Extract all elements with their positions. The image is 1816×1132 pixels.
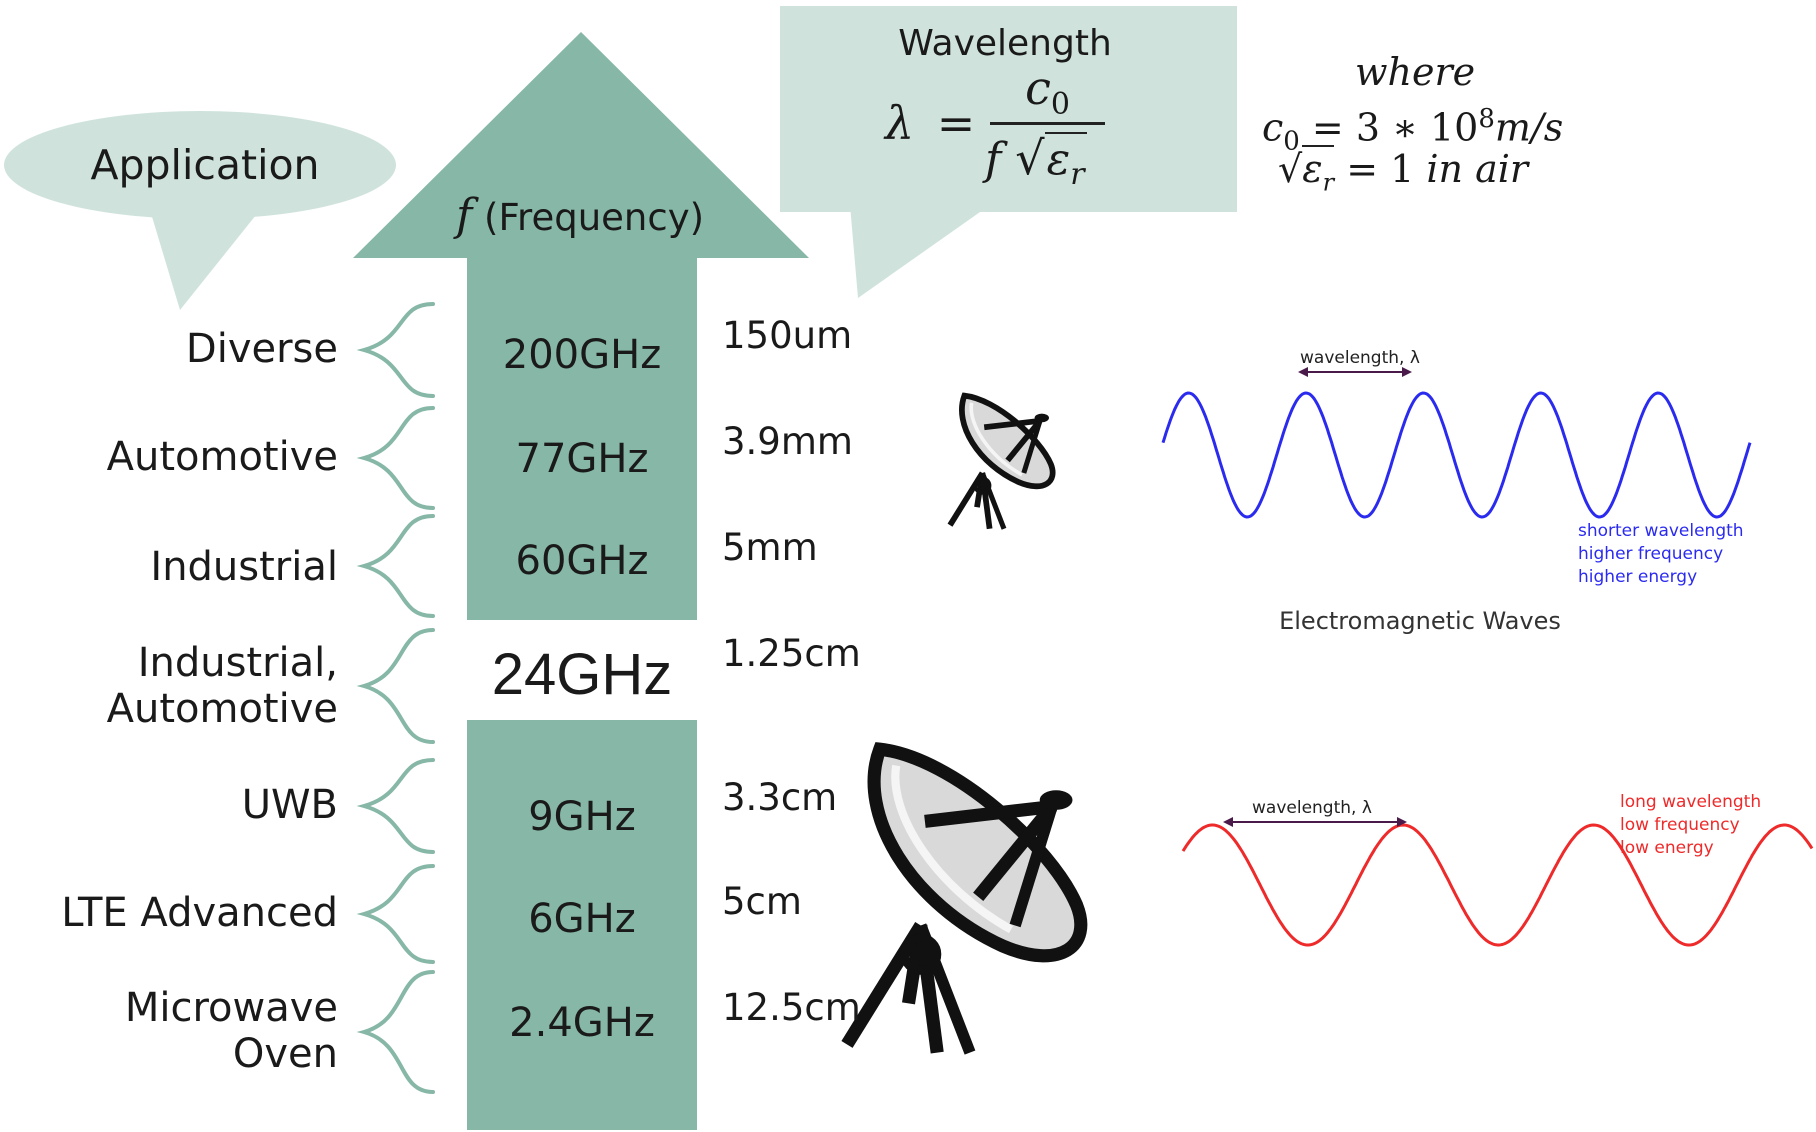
- application-row-2: Industrial: [150, 544, 338, 590]
- satellite-dish-small-icon: [947, 392, 1056, 530]
- frequency-row-5: 6GHz: [528, 896, 636, 942]
- formula-lhs: λ =: [885, 96, 975, 150]
- frequency-row-4: 9GHz: [528, 794, 636, 840]
- frequency-row-6: 2.4GHz: [509, 1000, 655, 1046]
- short-wavelength-label: wavelength, λ: [1300, 348, 1420, 368]
- wavelength-row-2: 5mm: [722, 526, 818, 569]
- epsilon-where: εr: [1302, 145, 1335, 197]
- wavelength-row-5: 5cm: [722, 880, 802, 923]
- application-row-6-line2: Oven: [232, 1031, 338, 1077]
- brace-2: [356, 514, 435, 618]
- formula-title: Wavelength: [898, 23, 1112, 64]
- satellite-dish-large-icon: [841, 742, 1088, 1055]
- short-wavelength-wave: [1161, 367, 1752, 519]
- frequency-row-1: 77GHz: [515, 436, 649, 482]
- lambda-symbol: λ: [885, 96, 915, 150]
- frequency-axis-label: f (Frequency): [430, 192, 730, 242]
- brace-0: [356, 302, 435, 398]
- sqrt-sign-where: √: [1278, 147, 1303, 191]
- long-wavelength-wave: [1181, 817, 1814, 947]
- application-row-1: Automotive: [106, 434, 338, 480]
- frequency-word: (Frequency): [484, 196, 705, 239]
- wavelength-row-0: 150um: [722, 314, 853, 357]
- wavelength-row-3: 1.25cm: [722, 632, 861, 675]
- application-row-4: UWB: [241, 782, 338, 828]
- wavelength-row-6: 12.5cm: [722, 986, 861, 1029]
- epsilon-term: εr: [1044, 132, 1087, 192]
- application-row-5: LTE Advanced: [61, 890, 338, 936]
- brace-4: [356, 758, 435, 854]
- frequency-row-2: 60GHz: [515, 538, 649, 584]
- application-bubble: [4, 111, 396, 310]
- where-label: where: [1355, 50, 1476, 94]
- epsilon-air-line: √εr = 1 in air: [1278, 145, 1529, 197]
- em-waves-caption: Electromagnetic Waves: [1279, 607, 1561, 635]
- equals-sign: =: [936, 96, 976, 150]
- frequency-row-0: 200GHz: [502, 332, 662, 378]
- wavelength-row-1: 3.9mm: [722, 420, 853, 463]
- short-wave-notes: shorter wavelength higher frequency high…: [1578, 521, 1744, 587]
- wavelength-row-4: 3.3cm: [722, 776, 838, 819]
- formula-box: [780, 6, 1237, 298]
- sqrt-sign: √: [1015, 131, 1045, 185]
- formula-denominator: f √εr: [985, 131, 1087, 192]
- application-row-0: Diverse: [185, 326, 338, 372]
- long-wavelength-label: wavelength, λ: [1252, 798, 1372, 818]
- application-row-6-line1: Microwave: [124, 985, 338, 1031]
- fraction-bar: [990, 122, 1105, 125]
- brace-6: [356, 970, 435, 1094]
- application-row-3-line2: Automotive: [106, 686, 338, 732]
- formula-numerator: c0: [1025, 61, 1070, 123]
- frequency-row-3: 24GHz: [491, 642, 673, 707]
- brace-1: [356, 406, 435, 510]
- frequency-arrow: [353, 32, 809, 1130]
- speed-of-light-line: c0 = 3 ∗ 108m/s: [1262, 104, 1564, 157]
- brace-3: [356, 628, 435, 744]
- brace-group: [356, 302, 435, 1094]
- application-row-3-line1: Industrial,: [137, 640, 338, 686]
- application-label: Application: [90, 141, 320, 189]
- long-wave-notes: long wavelength low frequency low energy: [1620, 792, 1762, 858]
- brace-5: [356, 864, 435, 964]
- frequency-symbol: f: [455, 190, 473, 241]
